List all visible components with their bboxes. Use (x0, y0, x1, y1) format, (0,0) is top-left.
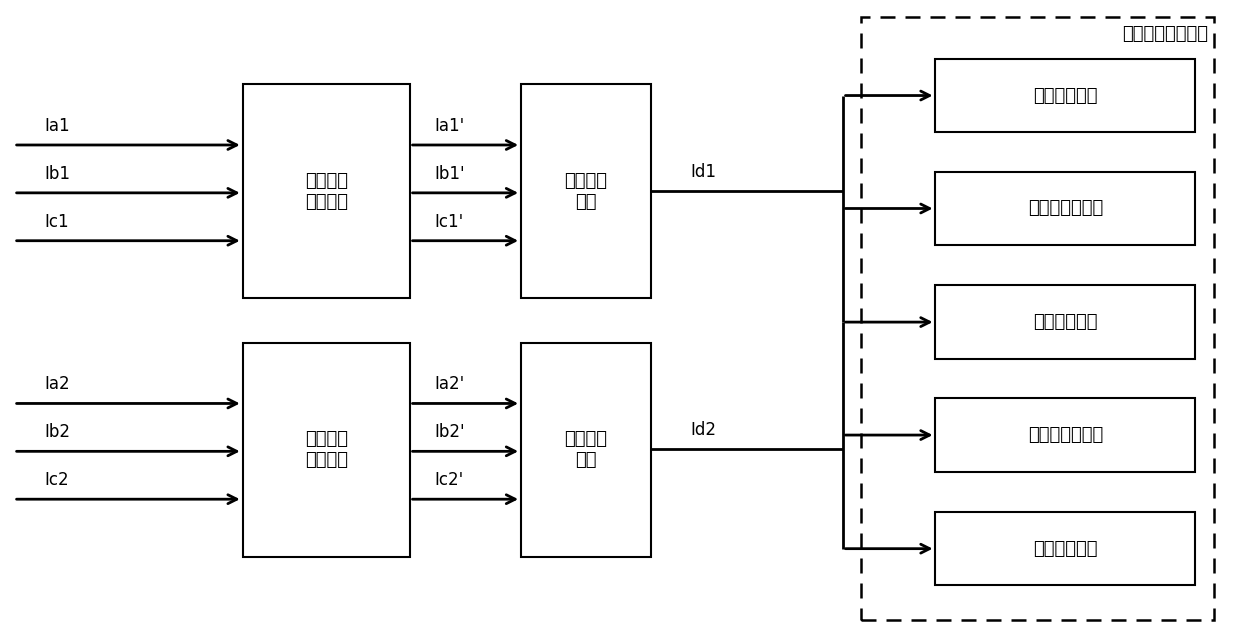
Text: Ia2': Ia2' (434, 376, 465, 394)
Text: Ic2: Ic2 (45, 471, 69, 489)
Text: 电流差动保护: 电流差动保护 (1033, 313, 1097, 331)
FancyBboxPatch shape (935, 398, 1195, 472)
Text: 软件变流
模块: 软件变流 模块 (564, 172, 608, 211)
Text: Ia2: Ia2 (45, 376, 71, 394)
Text: Ib1': Ib1' (434, 165, 465, 183)
Text: 软件变流
模块: 软件变流 模块 (564, 430, 608, 469)
Text: 电流变化率保护: 电流变化率保护 (1028, 426, 1104, 444)
Text: Ib1: Ib1 (45, 165, 71, 183)
Text: Ic2': Ic2' (435, 471, 464, 489)
FancyBboxPatch shape (935, 512, 1195, 585)
Text: 电流变化率保护: 电流变化率保护 (1028, 199, 1104, 217)
Text: 数字零漂
处理模块: 数字零漂 处理模块 (305, 172, 347, 211)
Text: Ia1: Ia1 (45, 117, 71, 135)
FancyBboxPatch shape (243, 85, 409, 298)
Text: 保护逻辑判断模块: 保护逻辑判断模块 (1122, 25, 1208, 43)
Text: Ic1: Ic1 (45, 213, 69, 231)
Text: Ia1': Ia1' (434, 117, 465, 135)
Text: Ic1': Ic1' (435, 213, 464, 231)
Text: Ib2: Ib2 (45, 423, 71, 441)
Text: 数字零漂
处理模块: 数字零漂 处理模块 (305, 430, 347, 469)
FancyBboxPatch shape (935, 59, 1195, 132)
Text: Id1: Id1 (689, 163, 715, 181)
Text: 电流过流保护: 电流过流保护 (1033, 87, 1097, 104)
Text: 电流过流保护: 电流过流保护 (1033, 540, 1097, 558)
FancyBboxPatch shape (935, 172, 1195, 246)
Text: Id2: Id2 (689, 421, 715, 439)
FancyBboxPatch shape (521, 343, 651, 556)
FancyBboxPatch shape (521, 85, 651, 298)
FancyBboxPatch shape (243, 343, 409, 556)
Text: Ib2': Ib2' (434, 423, 465, 441)
FancyBboxPatch shape (935, 285, 1195, 359)
